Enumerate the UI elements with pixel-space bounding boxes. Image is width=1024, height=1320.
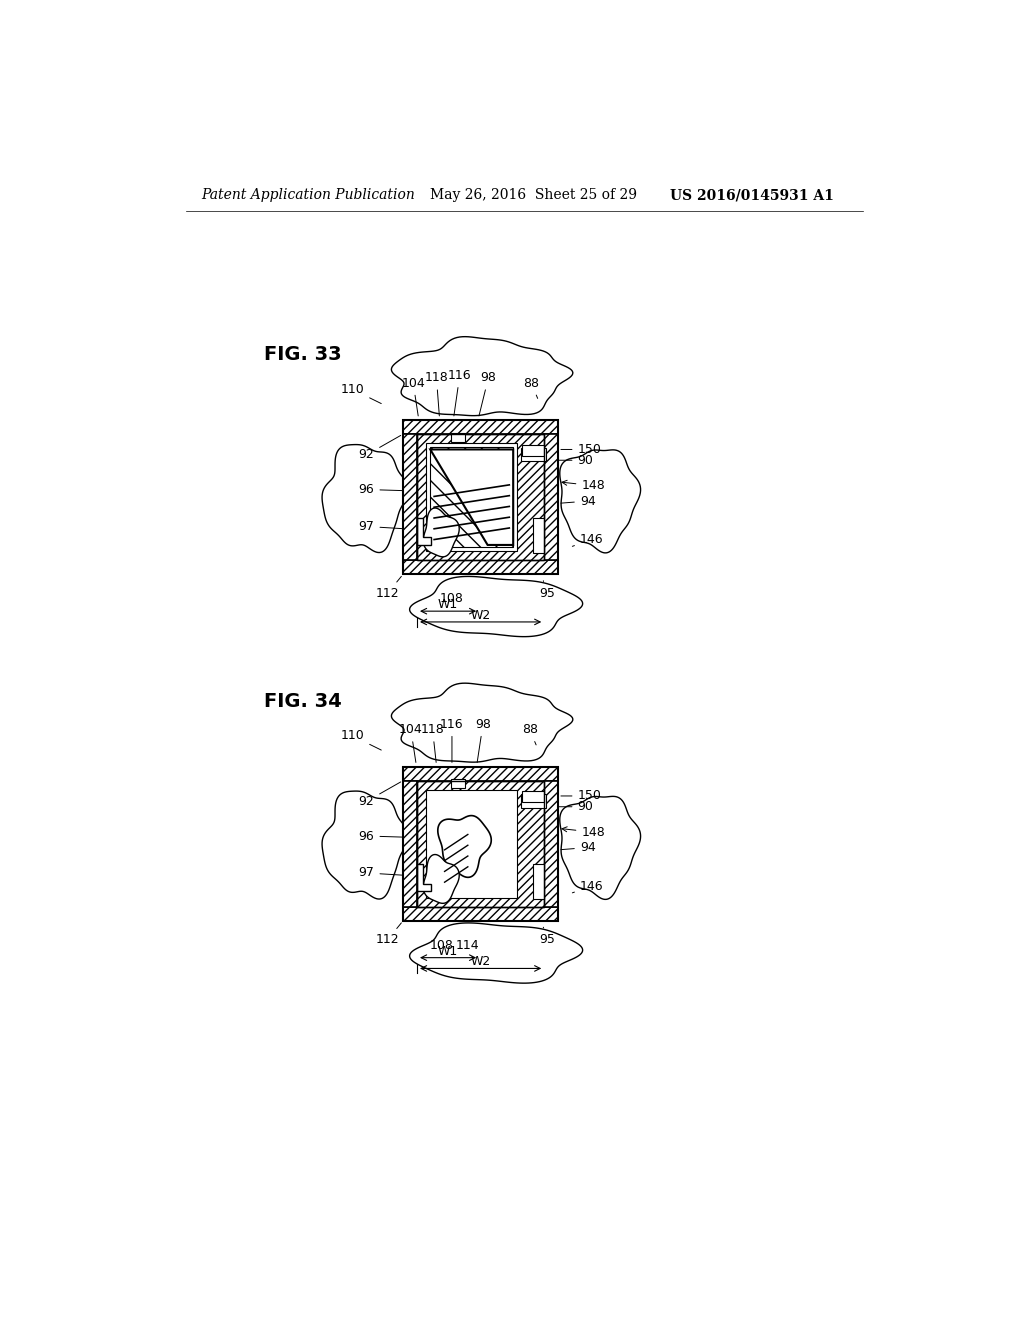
Text: FIG. 34: FIG. 34 bbox=[263, 692, 341, 710]
Polygon shape bbox=[323, 791, 409, 899]
Bar bbox=[521, 795, 546, 808]
Text: W1: W1 bbox=[438, 945, 458, 958]
Bar bbox=[403, 780, 417, 907]
Bar bbox=[403, 434, 417, 561]
Bar bbox=[544, 434, 558, 561]
Text: 118: 118 bbox=[425, 371, 449, 416]
Text: 150: 150 bbox=[561, 789, 601, 803]
Text: 90: 90 bbox=[547, 800, 593, 813]
Polygon shape bbox=[423, 854, 459, 903]
Text: 148: 148 bbox=[562, 825, 605, 838]
Text: 108: 108 bbox=[440, 593, 464, 606]
Text: 88: 88 bbox=[523, 376, 540, 399]
Text: 96: 96 bbox=[358, 483, 415, 496]
Polygon shape bbox=[410, 923, 583, 983]
Bar bbox=[403, 767, 558, 780]
Text: 92: 92 bbox=[358, 436, 400, 462]
Text: 146: 146 bbox=[572, 533, 603, 546]
Text: 108: 108 bbox=[430, 939, 454, 952]
Polygon shape bbox=[560, 450, 641, 553]
Text: 98: 98 bbox=[475, 718, 490, 763]
Text: 110: 110 bbox=[341, 383, 381, 404]
Text: Patent Application Publication: Patent Application Publication bbox=[202, 189, 416, 202]
Polygon shape bbox=[391, 684, 572, 762]
Text: 116: 116 bbox=[440, 718, 464, 763]
Text: 97: 97 bbox=[358, 866, 415, 879]
Bar bbox=[417, 780, 544, 907]
Bar bbox=[417, 780, 544, 907]
Bar bbox=[403, 560, 558, 574]
Bar bbox=[426, 444, 517, 552]
Text: W1: W1 bbox=[438, 598, 458, 611]
Bar bbox=[403, 907, 558, 921]
Polygon shape bbox=[417, 865, 431, 891]
Polygon shape bbox=[423, 508, 459, 557]
Polygon shape bbox=[417, 517, 431, 545]
Bar bbox=[403, 767, 558, 921]
Text: 114: 114 bbox=[456, 939, 479, 952]
Polygon shape bbox=[410, 577, 583, 636]
Text: 90: 90 bbox=[547, 454, 593, 467]
Polygon shape bbox=[323, 445, 409, 553]
Bar bbox=[426, 789, 517, 898]
Polygon shape bbox=[430, 449, 513, 545]
Text: 95: 95 bbox=[539, 927, 555, 946]
Bar bbox=[521, 447, 546, 461]
Bar bbox=[452, 779, 465, 788]
Text: 94: 94 bbox=[561, 841, 596, 854]
Text: 118: 118 bbox=[421, 723, 444, 763]
Text: 98: 98 bbox=[479, 371, 497, 416]
Text: 96: 96 bbox=[358, 829, 415, 842]
Bar bbox=[403, 420, 558, 574]
Polygon shape bbox=[391, 337, 572, 416]
Bar bbox=[534, 517, 544, 553]
Text: 148: 148 bbox=[562, 479, 605, 492]
Text: W2: W2 bbox=[470, 956, 490, 969]
Bar bbox=[522, 792, 544, 803]
Text: 150: 150 bbox=[561, 444, 601, 455]
Bar bbox=[430, 447, 513, 548]
Text: US 2016/0145931 A1: US 2016/0145931 A1 bbox=[671, 189, 835, 202]
Polygon shape bbox=[438, 816, 492, 878]
Bar bbox=[452, 433, 465, 442]
Text: 116: 116 bbox=[447, 370, 471, 416]
Bar bbox=[522, 445, 544, 455]
Text: 146: 146 bbox=[572, 879, 603, 892]
Text: 88: 88 bbox=[521, 723, 538, 744]
Text: 97: 97 bbox=[358, 520, 415, 533]
Text: 104: 104 bbox=[399, 723, 423, 763]
Text: FIG. 33: FIG. 33 bbox=[263, 346, 341, 364]
Text: 110: 110 bbox=[341, 730, 381, 750]
Text: 104: 104 bbox=[401, 376, 425, 416]
Text: 112: 112 bbox=[376, 923, 401, 946]
Bar bbox=[534, 865, 544, 899]
Text: 94: 94 bbox=[561, 495, 596, 508]
Bar bbox=[417, 434, 544, 561]
Text: May 26, 2016  Sheet 25 of 29: May 26, 2016 Sheet 25 of 29 bbox=[430, 189, 637, 202]
Bar bbox=[417, 434, 544, 561]
Bar bbox=[403, 420, 558, 434]
Bar bbox=[417, 780, 544, 907]
Text: 112: 112 bbox=[376, 577, 401, 601]
Text: W2: W2 bbox=[470, 609, 490, 622]
Bar bbox=[417, 434, 544, 561]
Polygon shape bbox=[560, 796, 641, 899]
Bar bbox=[544, 780, 558, 907]
Text: 92: 92 bbox=[358, 781, 400, 808]
Text: 95: 95 bbox=[539, 581, 555, 601]
